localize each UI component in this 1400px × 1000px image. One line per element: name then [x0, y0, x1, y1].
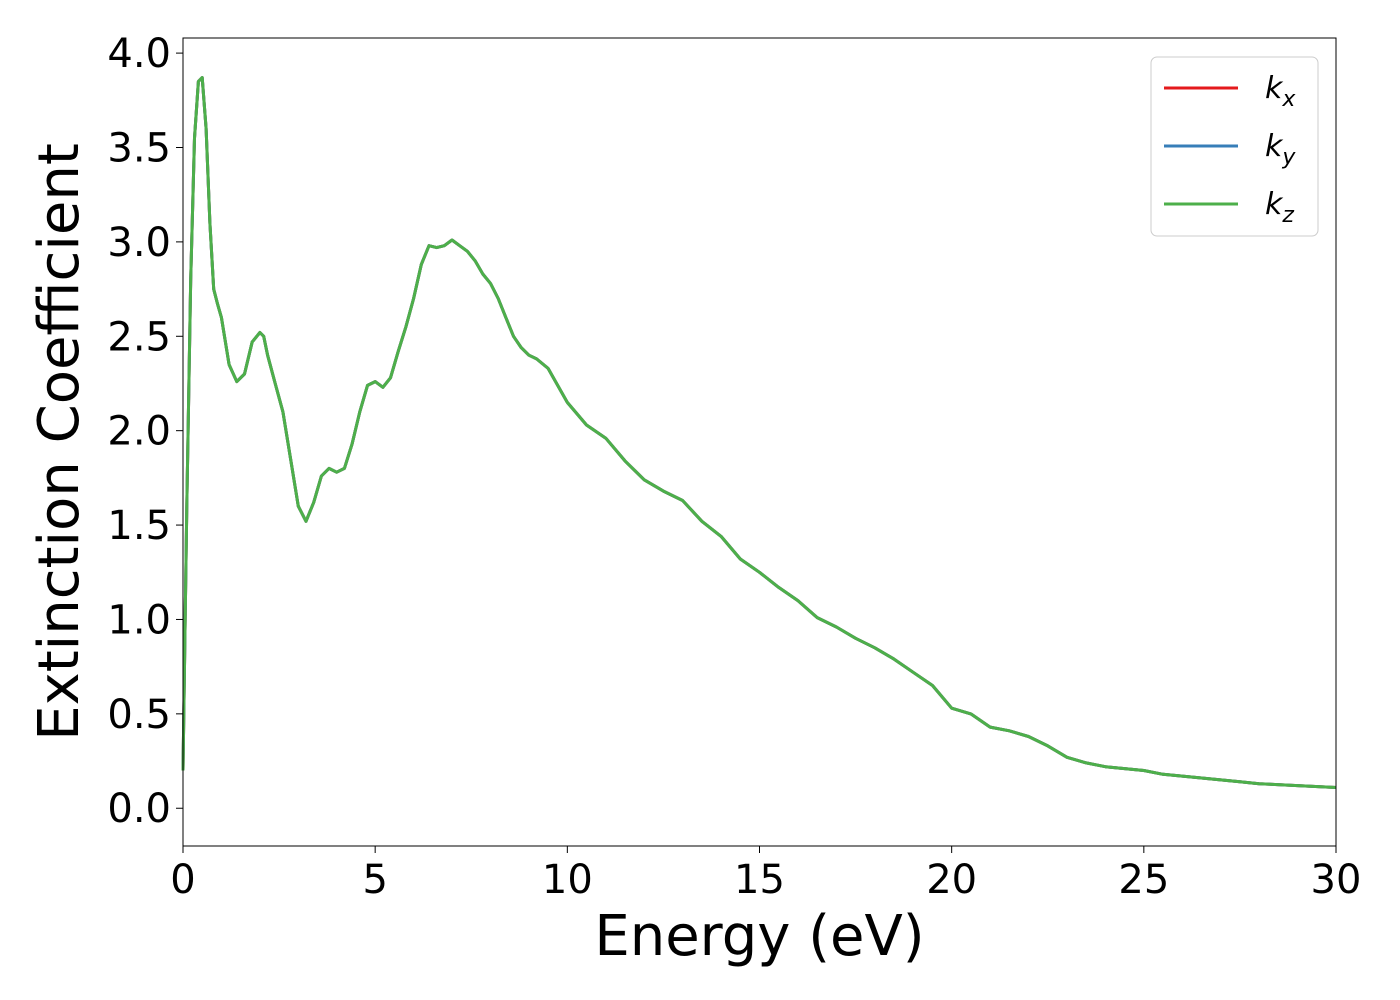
y-tick-label: 2.0	[107, 409, 171, 455]
series-layer	[181, 76, 1337, 789]
y-tick-label: 0.0	[107, 786, 171, 832]
y-tick-label: 0.5	[107, 692, 171, 738]
y-tick-label: 3.5	[107, 125, 171, 171]
x-tick-label: 15	[734, 857, 785, 903]
x-tick-label: 30	[1311, 857, 1362, 903]
x-tick-label: 0	[170, 857, 195, 903]
legend-label-ky: ky	[1265, 129, 1296, 170]
y-axis-label: Extinction Coefficient	[27, 143, 92, 741]
x-tick-label: 20	[926, 857, 977, 903]
y-tick-label: 3.0	[107, 220, 171, 266]
x-axis-label: Energy (eV)	[594, 904, 924, 969]
legend-label-kz: kz	[1265, 187, 1294, 228]
x-tick-label: 10	[542, 857, 593, 903]
legend-label-kx: kx	[1265, 71, 1296, 112]
x-tick-label: 5	[362, 857, 387, 903]
y-tick-label: 4.0	[107, 31, 171, 77]
y-tick-label: 1.0	[107, 597, 171, 643]
y-tick-label: 1.5	[107, 503, 171, 549]
y-tick-label: 2.5	[107, 314, 171, 360]
ticks-layer: 0 5 10 15 20 25 30 0.0 0.5 1.0 1.5 2.0 2.5 3.0 3.5 4.0	[107, 31, 1361, 903]
legend: kx ky kz	[1150, 56, 1319, 237]
series-line-kz	[181, 76, 1337, 789]
x-tick-label: 25	[1118, 857, 1169, 903]
